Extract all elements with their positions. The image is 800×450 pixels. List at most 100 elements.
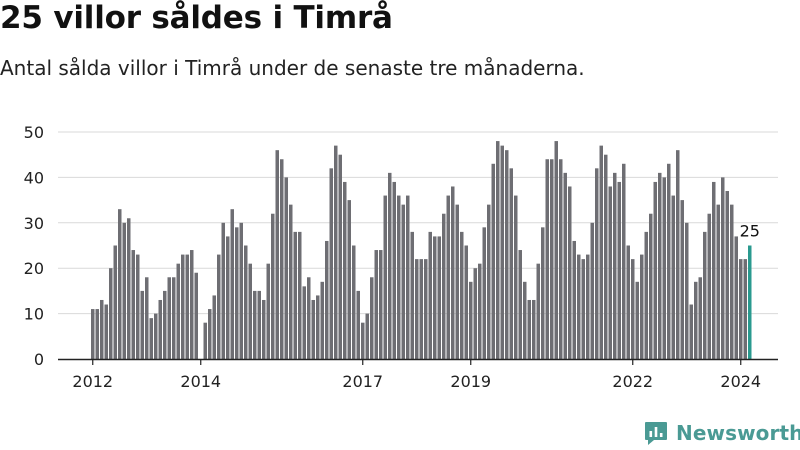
bar [482, 227, 486, 359]
bar [347, 200, 351, 359]
bar [491, 163, 495, 359]
bar [428, 231, 432, 359]
bar [172, 277, 176, 359]
bar [631, 259, 635, 359]
bar [509, 168, 513, 359]
bar [671, 195, 675, 359]
bar [379, 250, 383, 359]
brand-name: Newsworthy [676, 421, 800, 445]
bar [271, 213, 275, 359]
bar [275, 150, 279, 359]
chart-subtitle: Antal sålda villor i Timrå under de sena… [0, 56, 585, 80]
bar [518, 250, 522, 359]
bar [280, 159, 284, 359]
bar [217, 254, 221, 359]
bar [127, 218, 131, 359]
y-axis-labels: 0 10 20 30 40 50 [24, 123, 44, 369]
bar [707, 213, 711, 359]
bar [244, 245, 248, 359]
bar [662, 177, 666, 359]
bar [536, 263, 540, 359]
bar [307, 277, 311, 359]
bar [104, 304, 108, 359]
bar [460, 231, 464, 359]
bar [136, 254, 140, 359]
bar [622, 163, 626, 359]
bar [550, 159, 554, 359]
x-axis-labels: 2012 2014 2017 2019 2022 2024 [72, 372, 761, 391]
bar [613, 172, 617, 359]
bar [730, 204, 734, 359]
bar [532, 299, 536, 359]
bar [235, 227, 239, 359]
bar [473, 268, 477, 359]
bar [554, 141, 558, 359]
bar [194, 272, 198, 359]
bar [644, 231, 648, 359]
bar [361, 322, 365, 359]
bar [464, 245, 468, 359]
bar [311, 299, 315, 359]
bar [743, 259, 747, 359]
bar [356, 290, 360, 359]
bar-latest [748, 245, 752, 359]
bar [572, 240, 576, 359]
bar [451, 186, 455, 359]
bar [680, 200, 684, 359]
bar [329, 168, 333, 359]
bar [406, 195, 410, 359]
bar [545, 159, 549, 359]
bar [185, 254, 189, 359]
annotations: 25 [740, 222, 760, 241]
bar [131, 250, 135, 359]
bar [734, 236, 738, 359]
bar [374, 250, 378, 359]
bar [694, 281, 698, 359]
bar [397, 195, 401, 359]
bar [257, 290, 261, 359]
bar [325, 240, 329, 359]
bar [113, 245, 117, 359]
newsworthy-logo-icon [645, 422, 667, 445]
bar [653, 181, 657, 359]
x-tick-label: 2012 [72, 372, 113, 391]
x-tick-label: 2017 [342, 372, 383, 391]
bar [667, 163, 671, 359]
bar [590, 222, 594, 359]
bar [559, 159, 563, 359]
bar [446, 195, 450, 359]
bar [541, 227, 545, 359]
bar [163, 290, 167, 359]
bar [721, 177, 725, 359]
bar [500, 145, 504, 359]
bars [91, 141, 752, 359]
bar [176, 263, 180, 359]
bar [338, 154, 342, 359]
bar [496, 141, 500, 359]
latest-value-label: 25 [740, 222, 760, 241]
bar [392, 181, 396, 359]
bar [109, 268, 113, 359]
bar [563, 172, 567, 359]
bar [212, 295, 216, 359]
bar [91, 309, 95, 359]
bar [527, 299, 531, 359]
bar [208, 309, 212, 359]
bar [419, 259, 423, 359]
bar [577, 254, 581, 359]
bar [118, 209, 122, 359]
bar [514, 195, 518, 359]
bar [478, 263, 482, 359]
y-tick-label: 50 [24, 123, 44, 142]
bar [401, 204, 405, 359]
bar-chart: 0 10 20 30 40 50 2012 2014 2017 2019 2022 2024 25 [24, 123, 778, 391]
bar [158, 299, 162, 359]
bar [581, 259, 585, 359]
bar [334, 145, 338, 359]
bar [239, 222, 243, 359]
bar [455, 204, 459, 359]
brand-logo: Newsworthy [643, 418, 800, 448]
bar [248, 263, 252, 359]
x-tick-label: 2024 [720, 372, 761, 391]
bar [487, 204, 491, 359]
